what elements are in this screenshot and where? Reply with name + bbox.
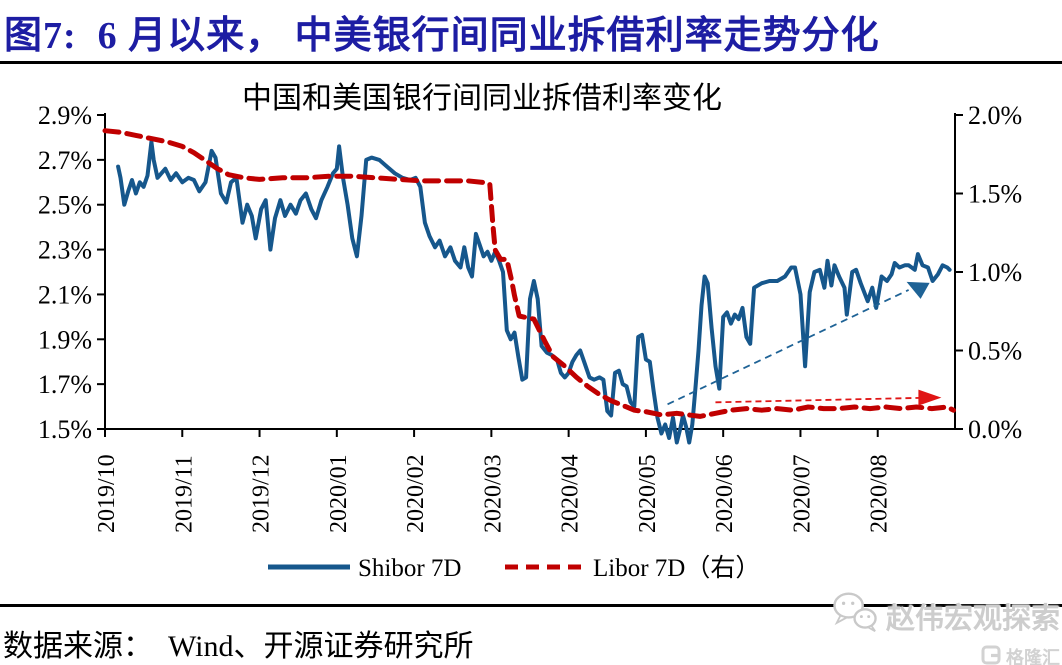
x-axis-tick-label: 2020/05: [635, 454, 661, 533]
data-source: 数据来源： Wind、开源证券研究所: [3, 630, 474, 663]
legend-shibor-label: Shibor 7D: [358, 555, 461, 582]
x-axis-tick-label: 2019/10: [94, 454, 120, 533]
series-line-1: [102, 128, 956, 419]
watermark-platform-name: 格隆汇: [1006, 648, 1060, 665]
left-axis-tick-label: 2.9%: [38, 101, 92, 130]
figure-title: 图7: 6 月以来， 中美银行间同业拆借利率走势分化: [4, 15, 880, 57]
left-axis-tick-label: 2.5%: [38, 191, 92, 220]
x-axis-tick-label: 2020/02: [403, 454, 429, 533]
left-axis-tick-label: 2.1%: [38, 280, 92, 309]
right-axis-tick-label: 1.0%: [968, 258, 1022, 287]
x-axis-tick-label: 2019/11: [171, 455, 197, 533]
right-axis-tick-label: 2.0%: [968, 101, 1022, 130]
left-axis-tick-label: 1.9%: [38, 325, 92, 354]
legend-libor-label: Libor 7D（右）: [593, 554, 760, 582]
right-axis-tick-label: 0.0%: [968, 415, 1022, 444]
libor-flat-arrow: [715, 396, 934, 404]
libor-flat-arrow-head: [918, 389, 942, 406]
left-axis-tick-label: 2.7%: [38, 146, 92, 175]
gelonghui-logo: [981, 645, 1001, 665]
right-axis-tick-label: 0.5%: [968, 337, 1022, 366]
left-axis-tick-label: 2.3%: [38, 236, 92, 265]
x-axis-tick-label: 2020/08: [867, 454, 893, 533]
x-axis-tick-label: 2019/12: [249, 454, 275, 533]
series-line-0: [116, 139, 952, 445]
x-axis-tick-label: 2020/06: [712, 454, 738, 533]
chart-title: 中国和美国银行间同业拆借利率变化: [242, 82, 722, 115]
x-axis-tick-label: 2020/01: [326, 454, 352, 533]
x-axis-tick-label: 2020/07: [789, 454, 815, 533]
wechat-icon: [831, 591, 879, 641]
shibor-uptrend-arrow: [667, 289, 910, 406]
left-axis-tick-label: 1.5%: [38, 415, 92, 444]
watermark-account-name: 赵伟宏观探索: [885, 603, 1060, 635]
shibor-uptrend-arrow-head: [906, 281, 930, 299]
watermark: 赵伟宏观探索 格隆汇: [831, 591, 1060, 665]
x-axis-tick-label: 2020/04: [558, 454, 584, 533]
left-axis-tick-label: 1.7%: [38, 370, 92, 399]
x-axis-tick-label: 2020/03: [480, 454, 506, 533]
right-axis-tick-label: 1.5%: [968, 180, 1022, 209]
